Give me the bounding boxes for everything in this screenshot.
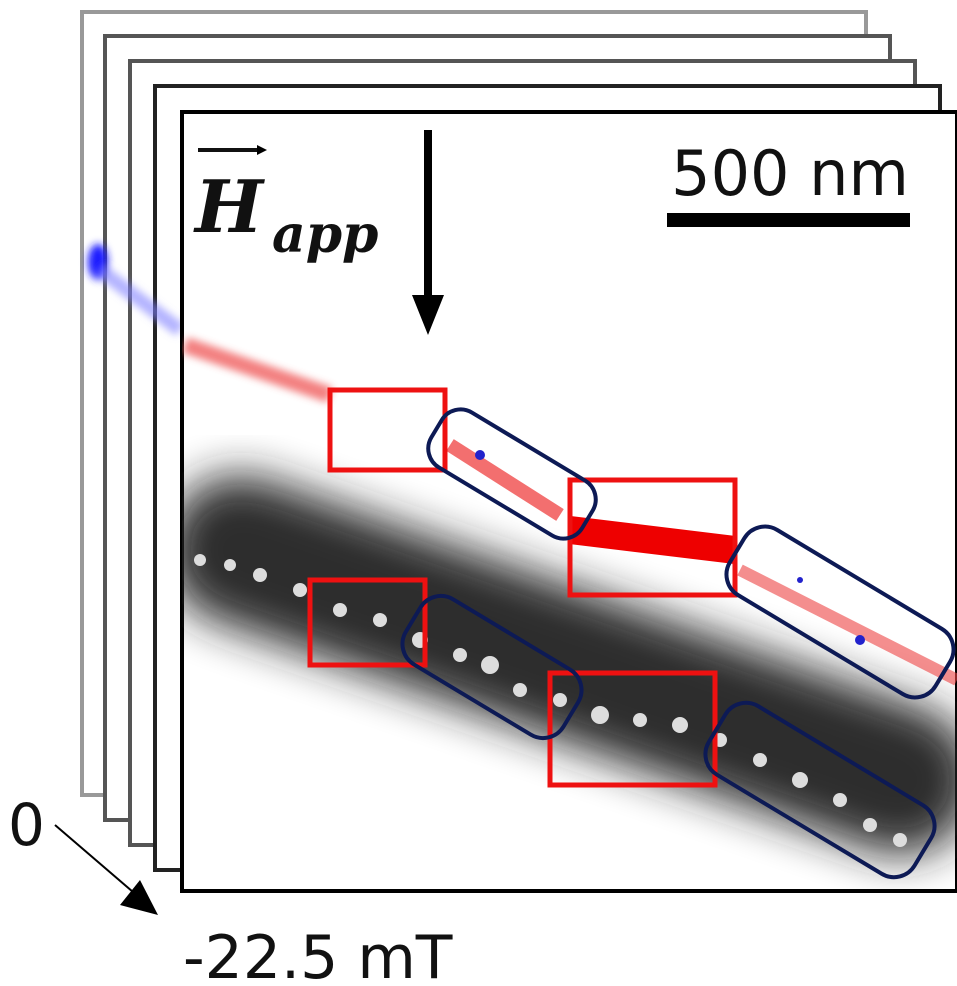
scale-bar-label: 500 nm (671, 137, 909, 210)
axis-arrow (55, 825, 140, 898)
axis-start: 0 (8, 791, 45, 859)
field-subscript: app (272, 204, 378, 265)
axis-end: -22.5 mT (183, 923, 453, 986)
field-symbol: H (193, 164, 265, 249)
figure: H app 500 nm 0 -22.5 mT (0, 0, 957, 986)
